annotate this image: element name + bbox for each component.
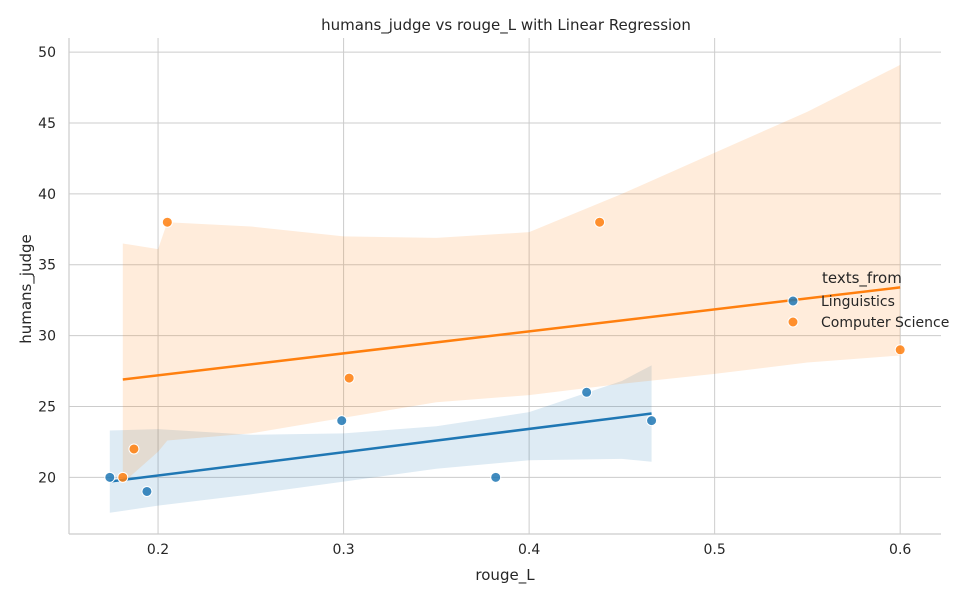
- linguistics-point-1: [141, 485, 153, 497]
- linguistics-point-3: [490, 471, 502, 483]
- y-tick-label-2: 30: [38, 329, 56, 345]
- regression-lines: [109, 286, 901, 483]
- computer-science-regression-line: [122, 286, 901, 381]
- axes: [68, 38, 941, 535]
- linguistics-point-2: [336, 415, 348, 427]
- linguistics-point-4: [581, 386, 593, 398]
- confidence-bands: [109, 64, 901, 513]
- linguistics-point-0: [104, 471, 116, 483]
- x-tick-label-3: 0.5: [704, 542, 726, 558]
- y-tick-label-3: 35: [38, 258, 56, 274]
- x-tick-label-1: 0.3: [332, 542, 354, 558]
- y-tick-label-6: 50: [38, 45, 56, 61]
- grid: [69, 38, 941, 534]
- y-axis-label: humans_judge: [17, 234, 36, 344]
- linguistics-confidence-band: [109, 365, 652, 513]
- computer-science-point-1: [128, 443, 140, 455]
- y-tick-label-0: 20: [38, 470, 56, 486]
- legend-title: texts_from: [822, 269, 902, 288]
- computer-science-point-5: [894, 344, 906, 356]
- y-tick-label-1: 25: [38, 399, 56, 415]
- computer-science-point-3: [343, 372, 355, 384]
- x-tick-label-0: 0.2: [147, 542, 169, 558]
- legend: texts_from Linguistics Computer Science: [787, 269, 949, 331]
- x-axis-label: rouge_L: [475, 566, 535, 585]
- data-points: [104, 216, 906, 497]
- y-tick-label-5: 45: [38, 116, 56, 132]
- x-tick-label-2: 0.4: [518, 542, 540, 558]
- tick-labels: 0.2 0.3 0.4 0.5 0.6 20 25 30 35 40 45 50: [38, 45, 911, 558]
- legend-marker-linguistics: [787, 295, 799, 307]
- y-tick-label-4: 40: [38, 187, 56, 203]
- x-tick-label-4: 0.6: [889, 542, 911, 558]
- chart-title: humans_judge vs rouge_L with Linear Regr…: [321, 16, 691, 35]
- computer-science-point-0: [117, 471, 129, 483]
- linguistics-point-5: [646, 415, 658, 427]
- computer-science-point-4: [594, 216, 606, 228]
- computer-science-confidence-band: [122, 64, 901, 483]
- legend-label-linguistics: Linguistics: [821, 294, 895, 310]
- legend-marker-computer-science: [787, 316, 799, 328]
- legend-label-computer-science: Computer Science: [821, 315, 949, 331]
- computer-science-point-2: [161, 216, 173, 228]
- linguistics-regression-line: [109, 412, 652, 483]
